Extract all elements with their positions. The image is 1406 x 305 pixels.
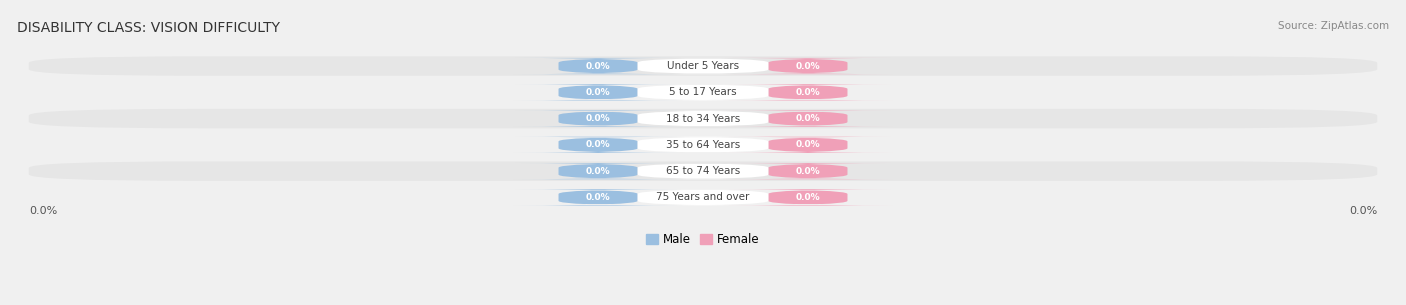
FancyBboxPatch shape: [638, 137, 768, 153]
FancyBboxPatch shape: [513, 58, 682, 74]
Text: 0.0%: 0.0%: [586, 140, 610, 149]
FancyBboxPatch shape: [638, 163, 768, 179]
Text: 0.0%: 0.0%: [796, 167, 820, 176]
Text: 0.0%: 0.0%: [586, 62, 610, 70]
FancyBboxPatch shape: [28, 109, 1378, 128]
FancyBboxPatch shape: [513, 84, 682, 100]
FancyBboxPatch shape: [724, 137, 893, 153]
Text: Under 5 Years: Under 5 Years: [666, 61, 740, 71]
Text: 75 Years and over: 75 Years and over: [657, 192, 749, 203]
FancyBboxPatch shape: [638, 189, 768, 206]
Text: 0.0%: 0.0%: [796, 114, 820, 123]
FancyBboxPatch shape: [28, 188, 1378, 207]
FancyBboxPatch shape: [638, 110, 768, 127]
Text: 65 to 74 Years: 65 to 74 Years: [666, 166, 740, 176]
Text: 0.0%: 0.0%: [28, 206, 58, 216]
FancyBboxPatch shape: [638, 58, 768, 74]
FancyBboxPatch shape: [513, 189, 682, 206]
FancyBboxPatch shape: [28, 161, 1378, 181]
FancyBboxPatch shape: [724, 163, 893, 179]
Text: DISABILITY CLASS: VISION DIFFICULTY: DISABILITY CLASS: VISION DIFFICULTY: [17, 21, 280, 35]
Text: 0.0%: 0.0%: [1348, 206, 1378, 216]
Text: 0.0%: 0.0%: [586, 114, 610, 123]
FancyBboxPatch shape: [638, 84, 768, 100]
FancyBboxPatch shape: [724, 84, 893, 100]
Text: 0.0%: 0.0%: [796, 193, 820, 202]
Legend: Male, Female: Male, Female: [641, 228, 765, 251]
FancyBboxPatch shape: [724, 58, 893, 74]
Text: 35 to 64 Years: 35 to 64 Years: [666, 140, 740, 150]
FancyBboxPatch shape: [513, 137, 682, 153]
Text: 0.0%: 0.0%: [586, 193, 610, 202]
FancyBboxPatch shape: [513, 110, 682, 127]
Text: 0.0%: 0.0%: [586, 167, 610, 176]
FancyBboxPatch shape: [28, 135, 1378, 155]
FancyBboxPatch shape: [513, 163, 682, 179]
Text: 5 to 17 Years: 5 to 17 Years: [669, 87, 737, 97]
FancyBboxPatch shape: [724, 189, 893, 206]
FancyBboxPatch shape: [724, 110, 893, 127]
FancyBboxPatch shape: [28, 56, 1378, 76]
Text: 0.0%: 0.0%: [796, 62, 820, 70]
Text: 0.0%: 0.0%: [796, 88, 820, 97]
FancyBboxPatch shape: [28, 83, 1378, 102]
Text: 18 to 34 Years: 18 to 34 Years: [666, 113, 740, 124]
Text: 0.0%: 0.0%: [796, 140, 820, 149]
Text: Source: ZipAtlas.com: Source: ZipAtlas.com: [1278, 21, 1389, 31]
Text: 0.0%: 0.0%: [586, 88, 610, 97]
